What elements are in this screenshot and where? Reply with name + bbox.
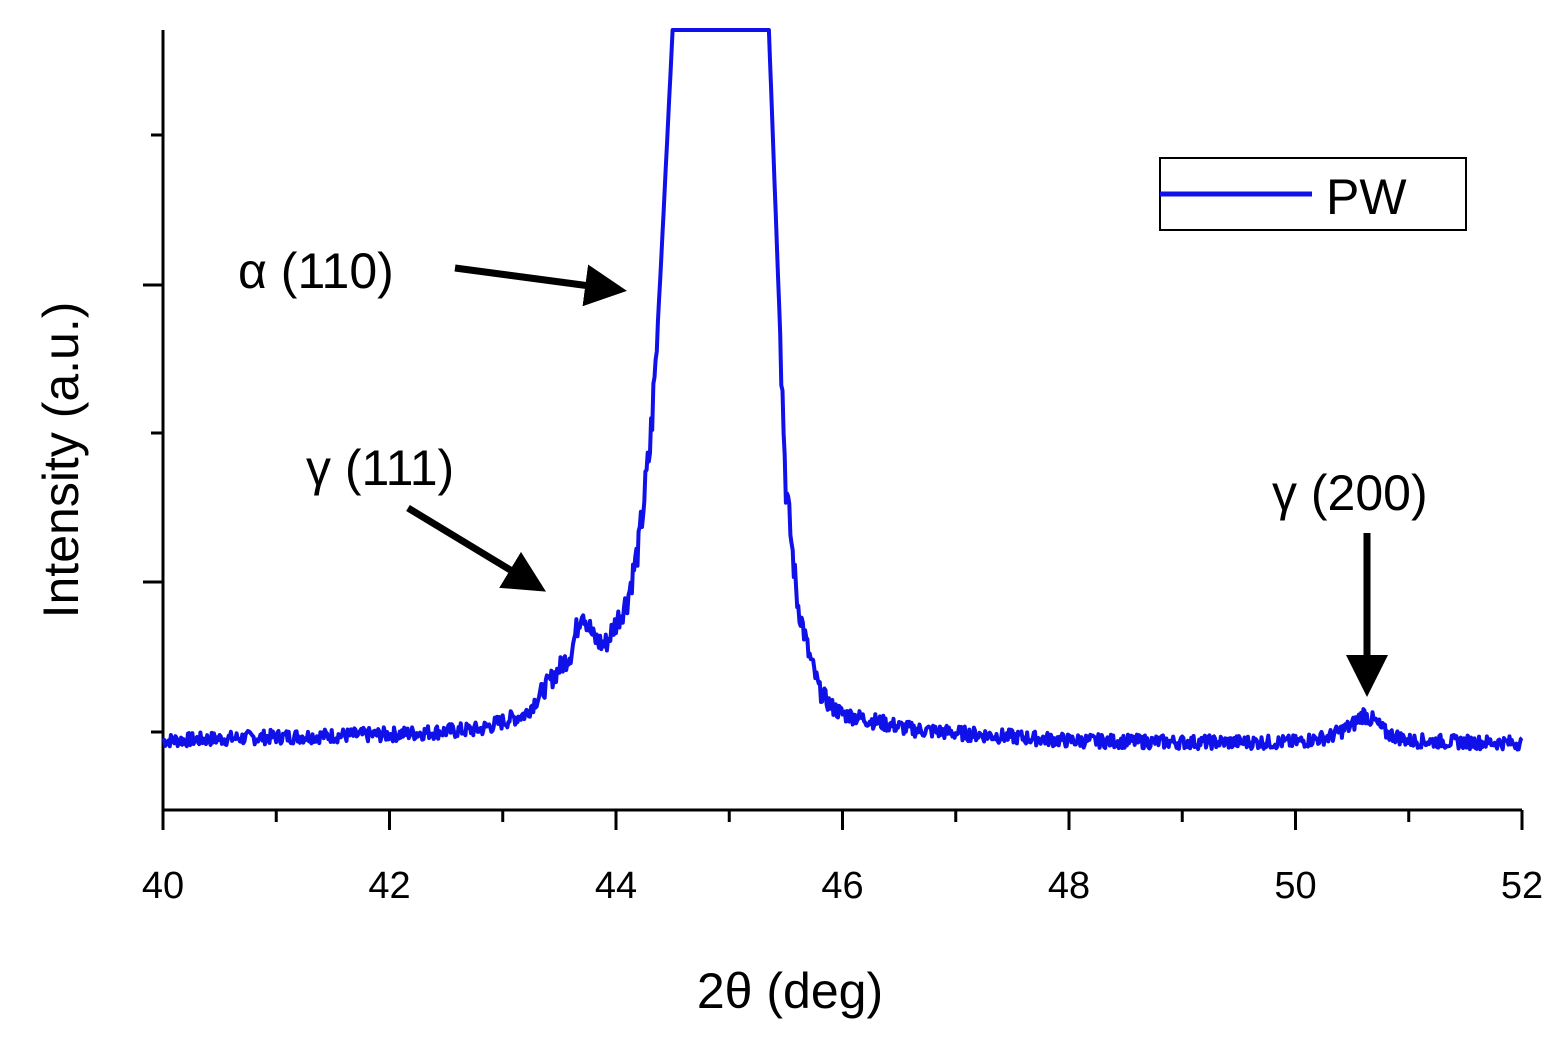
annotation-gamma-200: γ (200) (1272, 465, 1428, 697)
x-tick-label: 44 (595, 865, 637, 907)
y-ticks (143, 133, 163, 734)
x-ticks (161, 810, 1524, 830)
x-tick-label: 42 (368, 865, 410, 907)
annotation-label: γ (200) (1272, 465, 1428, 521)
annotation-arrow (454, 264, 627, 307)
annotation-arrow (406, 505, 546, 592)
annotation-gamma-111: γ (111) (306, 440, 546, 592)
legend-label-pw: PW (1326, 169, 1407, 225)
x-tick-label: 52 (1501, 865, 1543, 907)
x-tick-label: 40 (142, 865, 184, 907)
axes (161, 30, 1522, 812)
x-axis-title: 2θ (deg) (697, 963, 883, 1019)
annotation-label: γ (111) (306, 440, 454, 496)
annotation-alpha-110: α (110) (238, 243, 627, 307)
y-axis-title: Intensity (a.u.) (33, 302, 89, 619)
series-layer (161, 28, 1524, 752)
x-tick-labels: 40 42 44 46 48 50 52 (142, 865, 1543, 907)
x-tick-label: 50 (1274, 865, 1316, 907)
x-tick-label: 48 (1048, 865, 1090, 907)
series-line-pw (161, 28, 1524, 752)
legend: PW (1159, 157, 1467, 231)
x-tick-label: 46 (821, 865, 863, 907)
annotation-label: α (110) (238, 243, 394, 299)
